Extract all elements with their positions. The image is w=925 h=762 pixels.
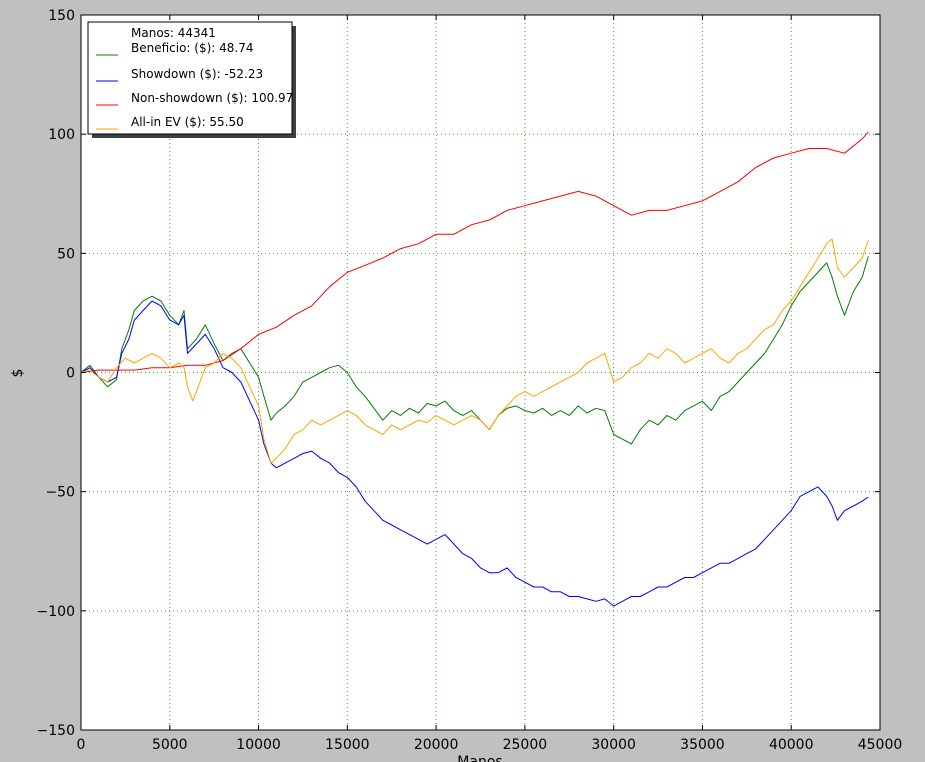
x-tick-label: 10000 bbox=[236, 737, 281, 753]
y-axis-label: $ bbox=[10, 369, 26, 378]
y-tick-label: 100 bbox=[48, 127, 75, 143]
y-tick-label: −100 bbox=[37, 604, 75, 620]
legend-label-1: Showdown ($): -52.23 bbox=[131, 67, 263, 81]
series-line-1 bbox=[80, 300, 869, 607]
x-tick-label: 25000 bbox=[503, 737, 548, 753]
x-tick-label: 5000 bbox=[152, 737, 188, 753]
x-tick-label: 20000 bbox=[414, 737, 459, 753]
legend-items: Beneficio: ($): 48.74 Showdown ($): -52.2… bbox=[96, 41, 293, 130]
x-tick-labels: 0 5000 10000 15000 20000 25000 30000 35000 40000… bbox=[77, 737, 903, 753]
x-tick-label: 45000 bbox=[858, 737, 903, 753]
x-tick-label: 30000 bbox=[591, 737, 636, 753]
x-axis-label: Manos bbox=[457, 754, 502, 762]
x-tick-label: 40000 bbox=[769, 737, 814, 753]
y-tick-label: 0 bbox=[66, 366, 75, 382]
series-line-3 bbox=[80, 238, 869, 464]
x-tick-label: 0 bbox=[77, 737, 86, 753]
y-tick-label: 50 bbox=[57, 246, 75, 262]
y-tick-label: 150 bbox=[48, 8, 75, 24]
legend-label-3: All-in EV ($): 55.50 bbox=[131, 115, 244, 129]
axis-ticks bbox=[80, 14, 881, 731]
y-tick-label: −150 bbox=[37, 723, 75, 739]
series-line-0 bbox=[80, 256, 869, 445]
y-tick-labels: −150 −100 −50 0 50 100 150 bbox=[37, 8, 75, 739]
legend-label-0: Beneficio: ($): 48.74 bbox=[131, 41, 254, 55]
x-tick-label: 15000 bbox=[325, 737, 370, 753]
legend-header: Manos: 44341 bbox=[131, 26, 216, 40]
y-tick-label: −50 bbox=[45, 485, 75, 501]
legend-box bbox=[87, 21, 293, 135]
x-tick-label: 35000 bbox=[680, 737, 725, 753]
legend-label-2: Non-showdown ($): 100.97 bbox=[131, 91, 293, 105]
legend: Manos: 44341 Beneficio: ($): 48.74 Showdo… bbox=[87, 21, 296, 138]
series-lines bbox=[80, 131, 869, 607]
